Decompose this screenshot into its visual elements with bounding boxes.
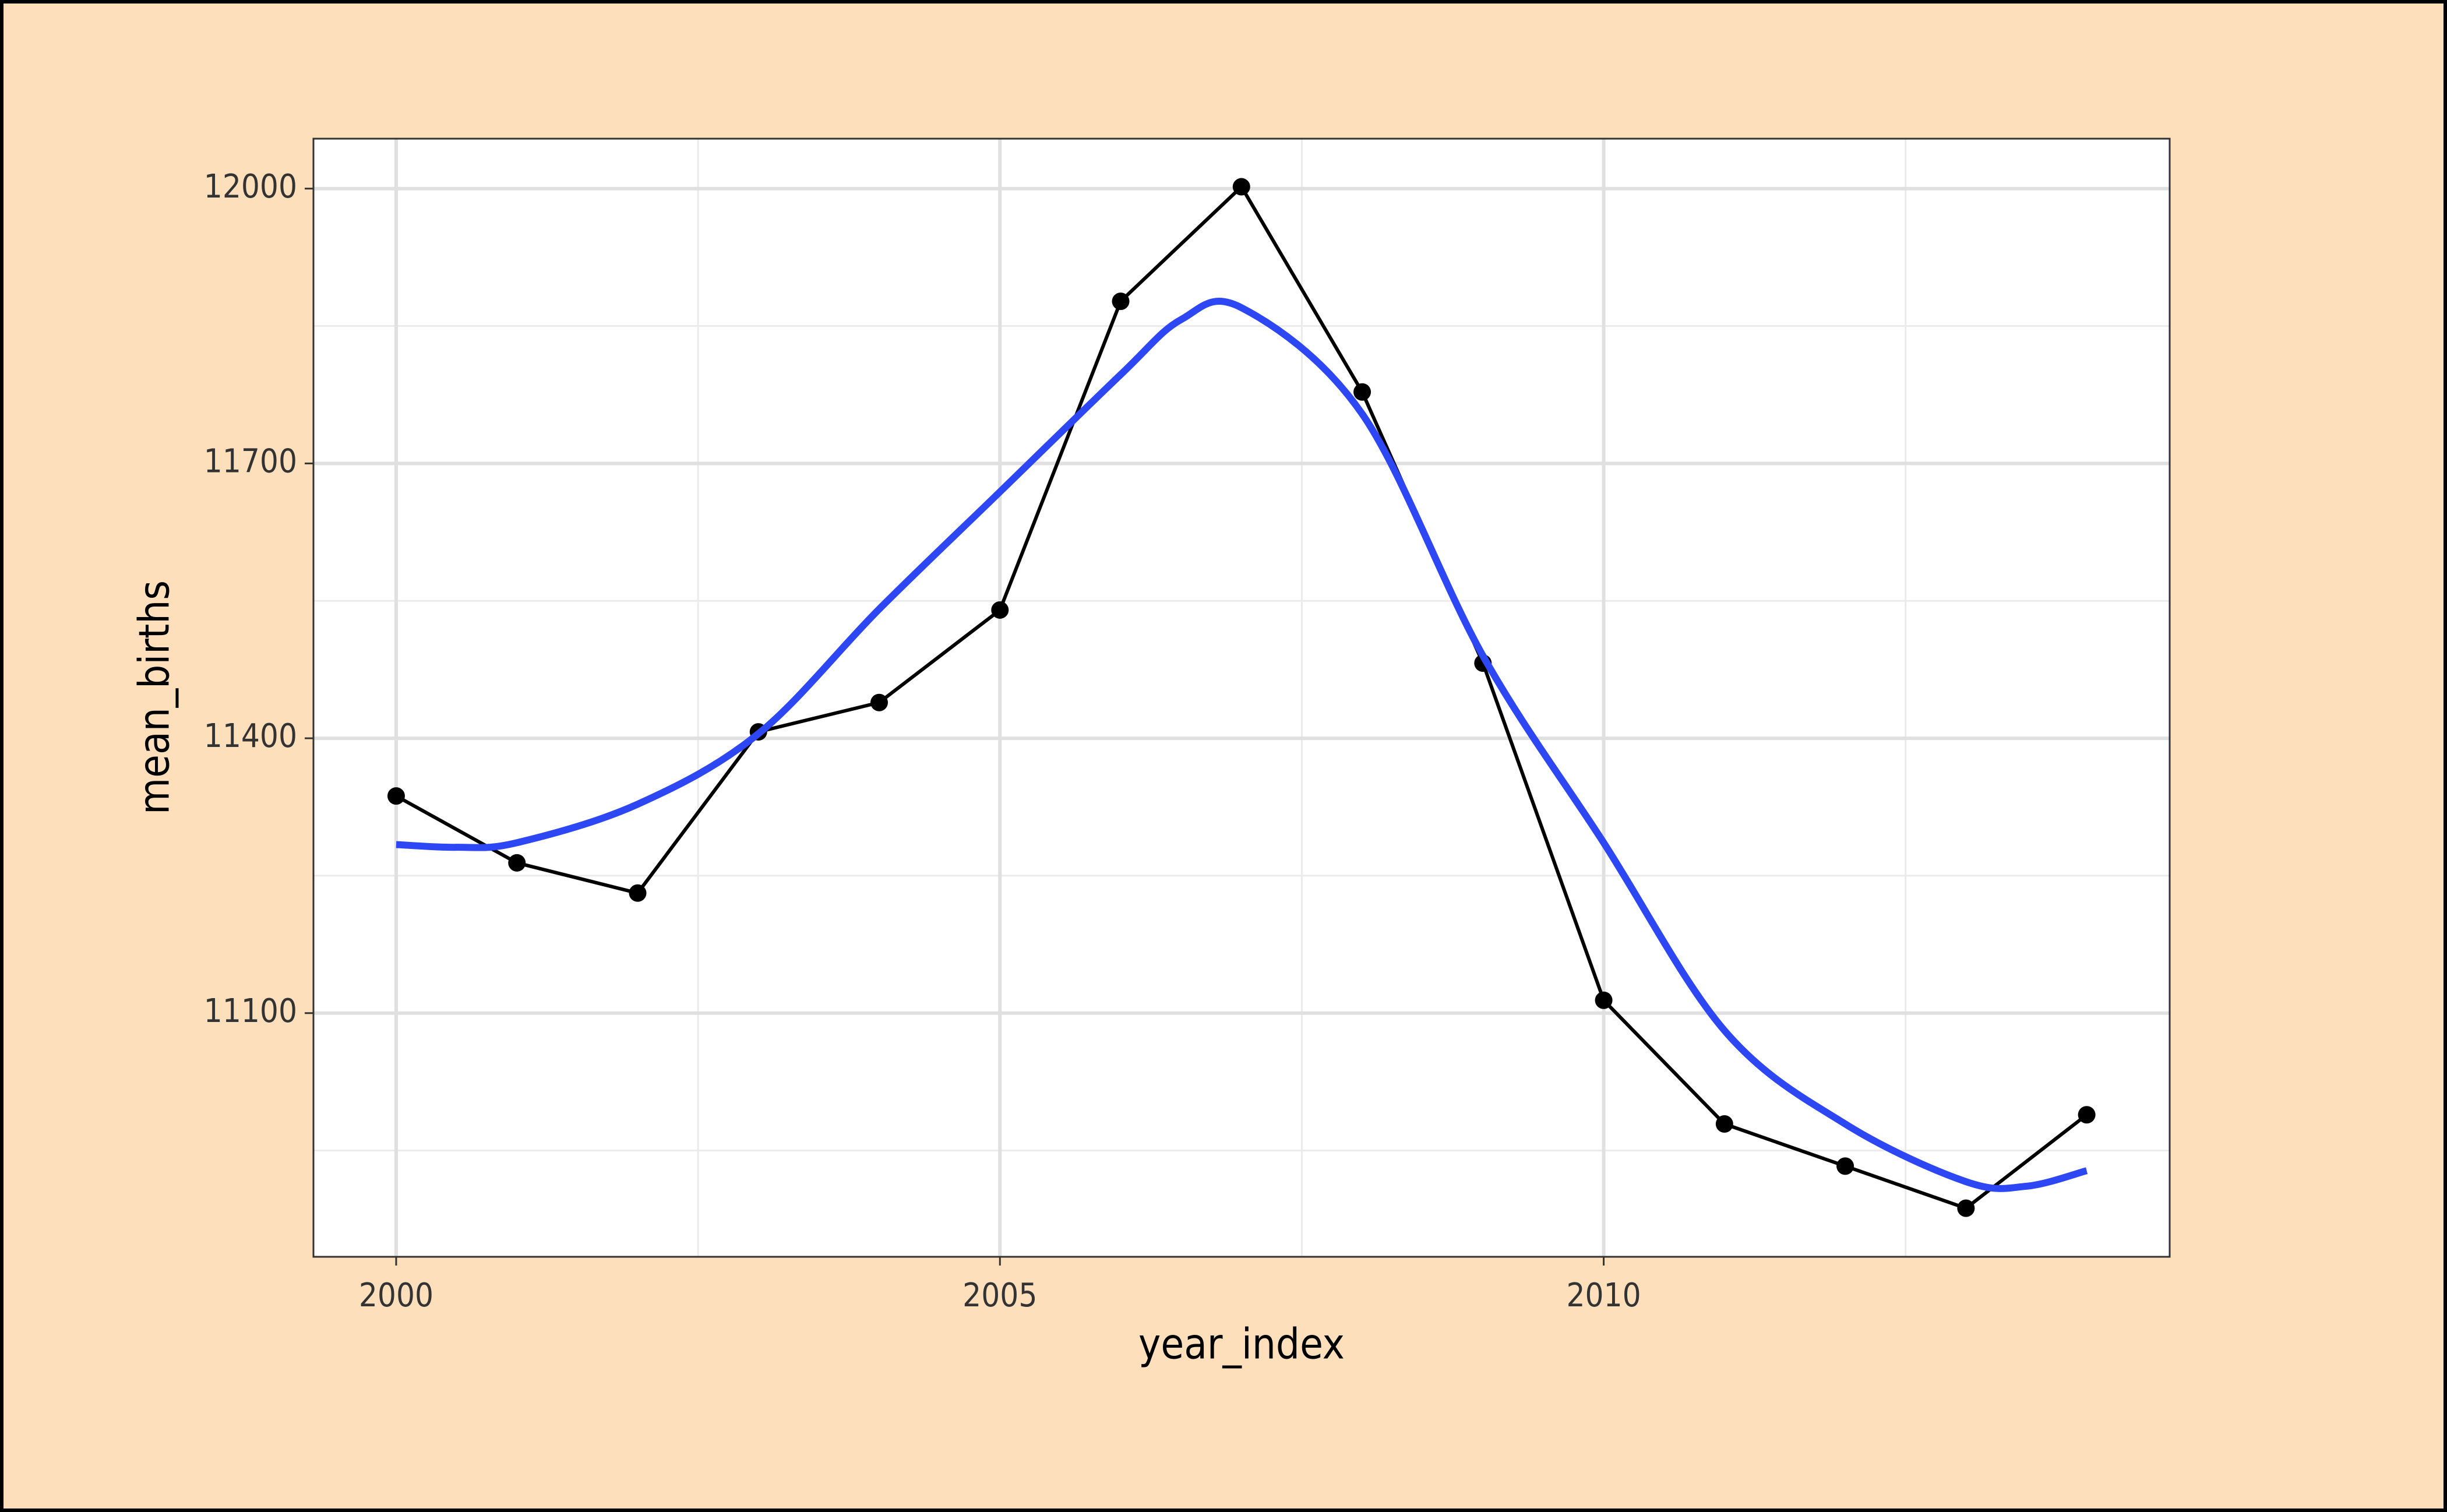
data-point <box>1232 178 1250 196</box>
data-point <box>1957 1199 1975 1217</box>
y-tick-label: 11700 <box>204 443 297 481</box>
x-tick-label: 2005 <box>962 1277 1037 1314</box>
plot-layer <box>313 139 2170 1257</box>
data-point <box>2078 1106 2096 1124</box>
data-point <box>1715 1115 1733 1133</box>
panel <box>313 139 2170 1257</box>
x-axis-title: year_index <box>1138 1320 1345 1369</box>
y-tick-label: 12000 <box>204 168 297 206</box>
x-tick-label: 2000 <box>359 1277 433 1314</box>
data-point <box>1836 1157 1854 1175</box>
data-point <box>508 854 526 872</box>
smooth-line <box>396 298 2088 1192</box>
data-point <box>1595 991 1613 1009</box>
y-tick-label: 11100 <box>204 992 297 1030</box>
data-point <box>387 787 405 805</box>
data-point <box>1112 292 1130 311</box>
data-point <box>991 601 1009 619</box>
data-point <box>1353 383 1371 401</box>
y-tick-label: 11400 <box>204 717 297 755</box>
data-point <box>870 693 888 711</box>
x-tick-label: 2010 <box>1566 1277 1641 1314</box>
y-axis-title: mean_births <box>130 580 179 815</box>
data-point <box>629 884 647 902</box>
panel-border <box>312 138 2171 1258</box>
